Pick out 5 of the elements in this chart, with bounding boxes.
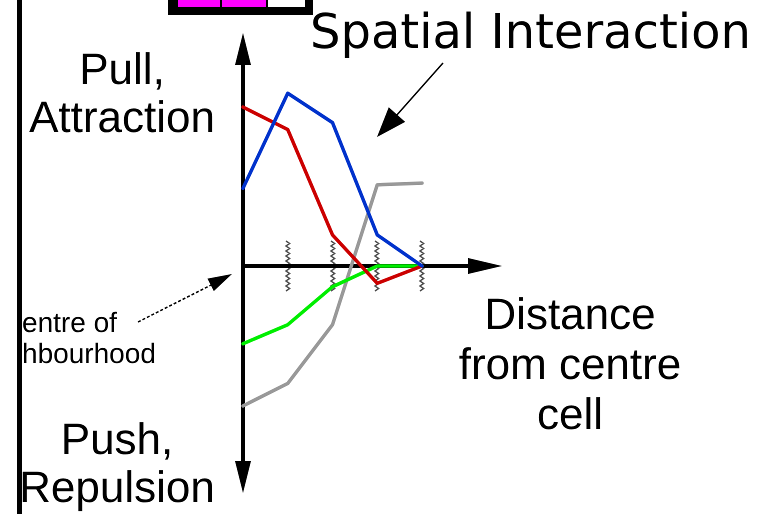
text: Push, Repulsion	[18, 415, 216, 512]
x-axis-title: Distance from centre cell	[458, 290, 682, 440]
chart-title: Spatial Interaction	[310, 4, 751, 60]
text: entre of hbourhood	[22, 307, 157, 369]
text: Pull, Attraction	[28, 45, 216, 142]
